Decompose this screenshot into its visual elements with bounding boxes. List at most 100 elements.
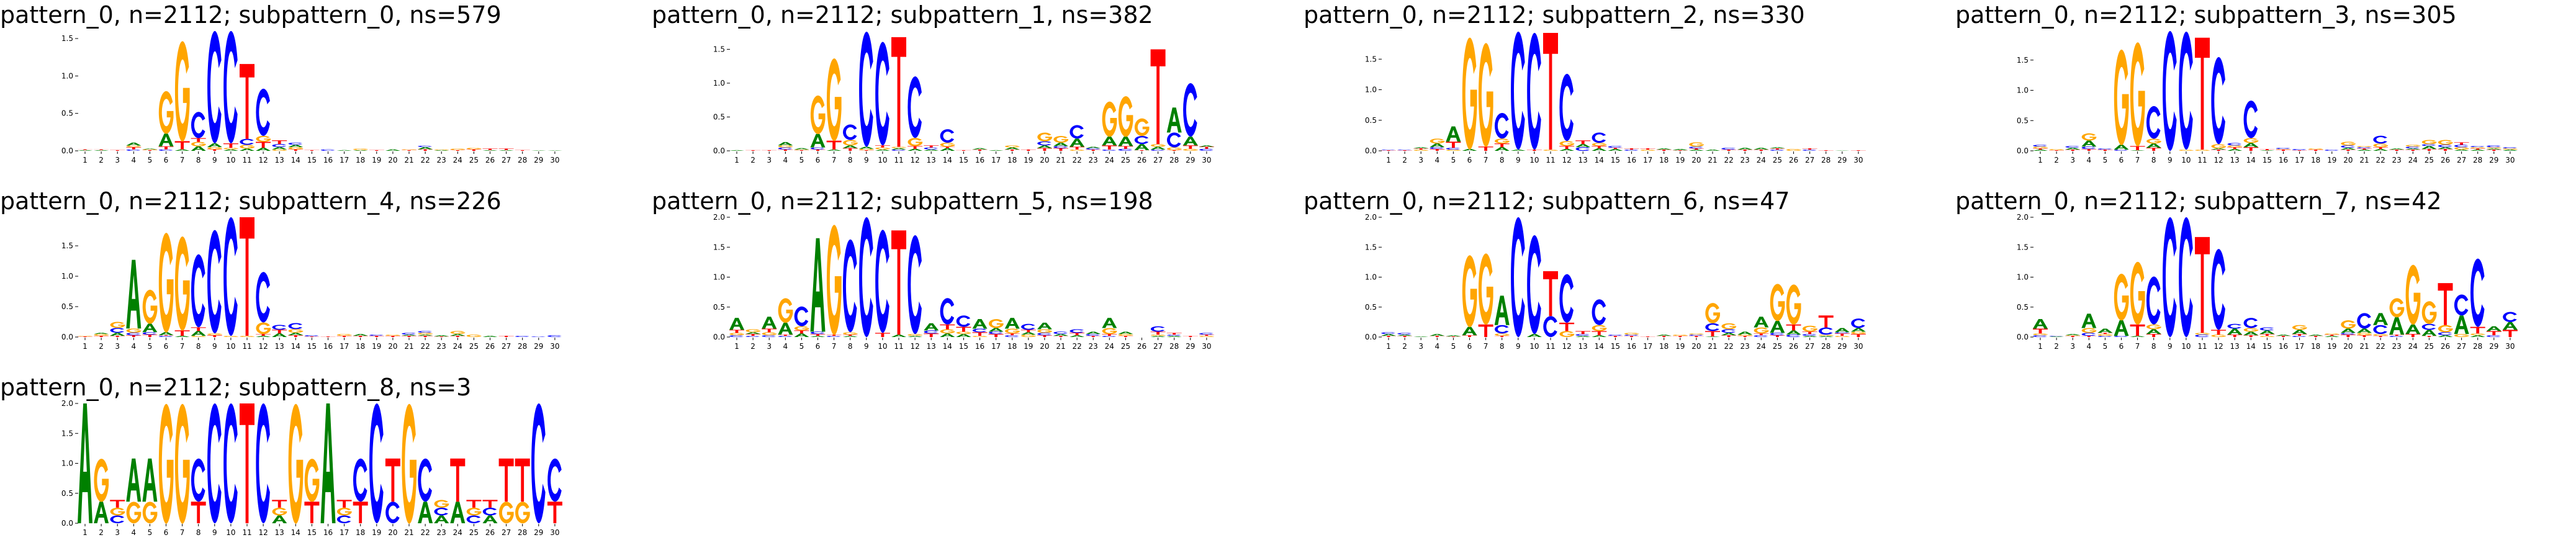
logo-letter-A — [762, 317, 777, 329]
logo-letter-T — [842, 335, 858, 336]
x-tick-label: 29 — [1837, 342, 1847, 351]
x-tick-label: 4 — [783, 342, 788, 351]
logo-letter-A — [1754, 317, 1769, 328]
logo-letter-G — [1770, 284, 1785, 322]
logo-letter-G — [2179, 150, 2194, 151]
logo-letter-C — [1689, 146, 1703, 149]
logo-letter-A — [1494, 295, 1510, 325]
logo-letter-G — [191, 142, 206, 146]
logo-letter-G — [778, 145, 793, 148]
x-tick-label: 11 — [894, 156, 903, 164]
logo-letter-T — [158, 335, 174, 336]
logo-letter-A — [1134, 144, 1150, 150]
logo-letter-C — [272, 325, 286, 330]
logo-letter-C — [531, 403, 546, 523]
logo-letter-C — [191, 254, 205, 328]
x-tick-label: 28 — [518, 156, 527, 164]
x-tick-label: 5 — [148, 528, 153, 537]
logo-letter-C — [842, 239, 857, 333]
logo-letter-A — [272, 146, 287, 150]
logo-letter-C — [434, 507, 448, 516]
x-tick-label: 11 — [242, 156, 251, 164]
x-tick-label: 3 — [115, 528, 120, 537]
logo-letter-A — [1102, 318, 1117, 328]
x-tick-label: 15 — [1611, 342, 1620, 351]
y-tick-label: 1.5 — [713, 45, 725, 53]
logo-letter-G — [2114, 49, 2129, 145]
x-tick-label: 25 — [2425, 342, 2434, 351]
logo-letter-A — [207, 143, 222, 147]
logo-letter-C — [2195, 335, 2209, 337]
logo-letter-T — [745, 150, 761, 151]
logo-letter-A — [2324, 336, 2340, 337]
logo-letter-G — [288, 329, 304, 333]
x-tick-label: 9 — [2168, 156, 2173, 164]
x-tick-label: 9 — [212, 342, 217, 351]
logo-letter-C — [2146, 276, 2161, 325]
logo-letter-G — [1005, 145, 1020, 148]
logo-letter-T — [547, 502, 562, 523]
y-tick-label: 1.5 — [2017, 56, 2029, 65]
logo-letter-G — [1754, 327, 1769, 334]
logo-letter-A — [1656, 148, 1672, 150]
logo-letter-T — [110, 336, 125, 337]
logo-letter-T — [1608, 148, 1623, 150]
logo-letter-T — [256, 142, 271, 148]
logo-letter-T — [858, 150, 874, 151]
logo-letter-A — [434, 335, 449, 337]
logo-letter-C — [1021, 323, 1035, 330]
logo-letter-C — [859, 217, 873, 337]
logo-letter-T — [1802, 331, 1817, 335]
logo-letter-C — [191, 458, 205, 502]
panel-title: pattern_0, n=2112; subpattern_7, ns=42 — [1955, 187, 2442, 215]
x-tick-label: 12 — [910, 342, 919, 351]
logo-letter-T — [2373, 336, 2389, 337]
logo-letter-T — [1182, 145, 1198, 149]
x-tick-label: 23 — [1089, 342, 1098, 351]
logo-letter-G — [745, 329, 761, 333]
logo-letter-T — [745, 334, 761, 336]
logo-letter-G — [1592, 325, 1607, 331]
logo-letter-A — [1834, 328, 1850, 333]
logo-letter-A — [2065, 334, 2081, 336]
logo-letter-G — [2276, 149, 2291, 150]
x-tick-label: 19 — [1675, 156, 1685, 164]
x-tick-label: 16 — [323, 528, 333, 537]
y-tick-label: 1.0 — [713, 79, 725, 88]
y-tick-label: 1.0 — [2017, 86, 2029, 95]
logo-letter-C — [1053, 331, 1068, 335]
logo-letter-T — [466, 149, 482, 151]
logo-letter-T — [2033, 148, 2048, 150]
logo-letter-T — [2470, 326, 2485, 334]
x-tick-label: 14 — [943, 156, 952, 164]
x-tick-label: 14 — [291, 342, 300, 351]
logo-letter-T — [2195, 37, 2210, 150]
logo-letter-T — [402, 150, 417, 151]
logo-letter-T — [1478, 146, 1493, 151]
logo-letter-T — [826, 140, 842, 150]
logo-letter-A — [2421, 330, 2437, 336]
x-tick-label: 12 — [910, 156, 919, 164]
logo-letter-G — [1705, 303, 1720, 323]
x-tick-label: 5 — [148, 156, 153, 164]
logo-letter-A — [972, 319, 988, 329]
logo-letter-G — [207, 146, 222, 150]
logo-letter-T — [2049, 150, 2065, 151]
logo-letter-T — [272, 330, 287, 334]
x-tick-label: 17 — [2295, 342, 2304, 351]
x-tick-label: 19 — [1675, 342, 1685, 351]
logo-letter-T — [2146, 334, 2161, 337]
x-tick-label: 4 — [131, 156, 136, 164]
x-tick-label: 17 — [991, 342, 1001, 351]
x-tick-label: 24 — [453, 342, 462, 351]
logo-panel: pattern_0, n=2112; subpattern_6, ns=47 0.… — [1304, 187, 1866, 351]
logo-letter-A — [2373, 313, 2389, 325]
logo-letter-G — [1786, 149, 1801, 151]
x-tick-label: 29 — [2489, 156, 2498, 164]
logo-letter-A — [940, 333, 955, 337]
x-tick-label: 21 — [1056, 156, 1065, 164]
y-tick-label: 1.0 — [61, 459, 73, 468]
logo-letter-A — [1559, 149, 1575, 151]
logo-letter-T — [418, 149, 433, 151]
x-tick-label: 14 — [291, 156, 300, 164]
